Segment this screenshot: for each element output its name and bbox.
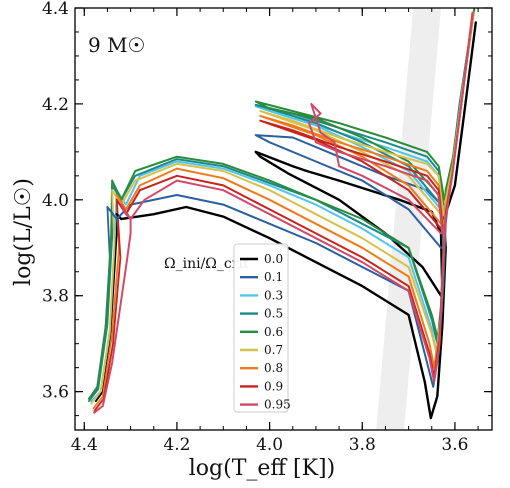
series-zams-0.9 [93,198,122,412]
y-tick-label: 3.6 [42,383,69,403]
y-tick-label: 4.2 [42,95,69,115]
legend-label-0.9: 0.9 [264,379,283,393]
series-loop-0.1 [254,134,445,249]
series-loop-0.9 [259,119,444,230]
legend-label-0.3: 0.3 [264,288,283,302]
mass-annotation: 9 M☉ [88,33,146,57]
series-line-0.6 [111,8,476,340]
series-loop-0.5 [254,103,445,206]
legend: Ω_ini/Ω_crit 0.0 0.1 0.3 0.5 0.6 0.7 0.8 0.9 0.9… [164,243,291,413]
series-zams-0.95 [92,204,132,414]
series-loop-0.6 [254,100,446,201]
series-loop-0.95 [308,102,444,235]
series-line-0.7 [111,11,475,355]
y-tick-label: 3.8 [42,287,69,307]
series-loop-0.7 [259,110,445,216]
shaded-band-layer [376,8,441,430]
y-axis-title: log(L/L☉) [11,178,36,286]
shaded-band [376,8,441,430]
legend-label-0.95: 0.95 [264,398,291,412]
legend-box [233,243,289,413]
x-tick-label: 3.8 [349,435,376,455]
plot-frame [74,7,493,431]
x-tick-label: 4.0 [256,435,283,455]
legend-label-0.8: 0.8 [264,361,283,375]
legend-label-0.5: 0.5 [264,307,283,321]
legend-label-0.7: 0.7 [264,343,283,357]
legend-label-0.0: 0.0 [264,252,283,266]
legend-label-0.1: 0.1 [264,270,283,284]
x-axis-title: log(T_eff [K]) [189,456,335,481]
legend-title: Ω_ini/Ω_crit [164,256,249,272]
x-tick-label: 4.4 [71,435,98,455]
x-tick-label: 3.6 [441,435,468,455]
x-tick-label: 4.2 [163,435,190,455]
series-loop-0.8 [259,114,444,225]
series-loop-0.3 [254,105,445,211]
axes-layer: 4.4 4.2 4.0 3.8 3.6 3.6 3.8 4.0 4.2 4.4 [42,0,493,455]
y-tick-label: 4.0 [42,191,69,211]
series-lines-layer [88,8,477,420]
y-tick-label: 4.4 [42,0,69,19]
series-zams-0.6 [88,179,113,400]
series-zams-0.7 [90,189,116,405]
legend-label-0.6: 0.6 [264,325,283,339]
series-line-0.95 [120,11,474,383]
